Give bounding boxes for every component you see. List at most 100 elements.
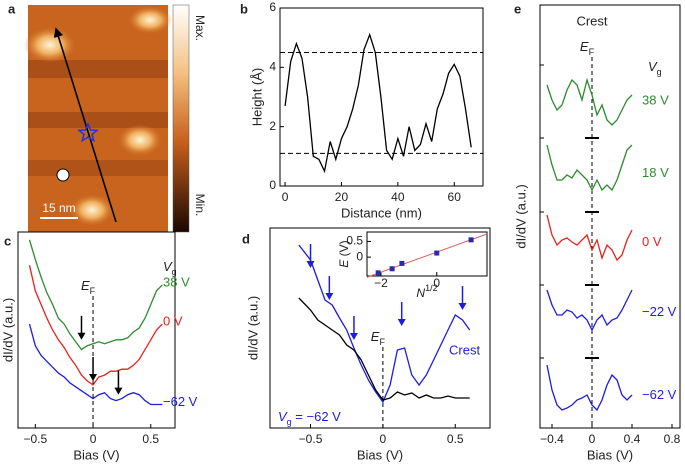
- fermi-label: EF: [81, 278, 96, 296]
- y-axis-label-part: (V): [337, 240, 351, 259]
- series-label: −22 V: [642, 304, 677, 319]
- arrow-head: [114, 387, 123, 395]
- arrow-head: [77, 332, 86, 340]
- series-label: −62 V: [163, 394, 198, 409]
- y-tick-label: 6: [269, 0, 276, 14]
- axes-frame: [269, 227, 491, 429]
- x-tick-label: 0.8: [664, 432, 681, 446]
- arrow-head: [306, 261, 315, 268]
- spectrum-line: [28, 323, 163, 406]
- inset-bg: [367, 232, 487, 276]
- x-tick-label: 0: [589, 432, 596, 446]
- gate-label-part: g: [172, 267, 177, 277]
- spectrum-line: [298, 244, 471, 404]
- arrow-head: [89, 373, 98, 381]
- panel-letter: c: [4, 233, 11, 248]
- spectrum-line: [546, 364, 633, 412]
- x-axis-label: Bias (V): [357, 447, 403, 462]
- fermi-label-part: E: [580, 39, 589, 54]
- x-axis-label: Bias (V): [73, 447, 119, 462]
- x-tick-label: 0.4: [624, 432, 641, 446]
- scatter-point: [389, 266, 395, 272]
- spectrum-line: [546, 289, 633, 332]
- x-axis-label-part: N: [416, 286, 425, 300]
- y-tick-label: 2: [269, 119, 276, 133]
- y-tick-label: 4: [269, 60, 276, 74]
- series-label: 38 V: [642, 93, 669, 108]
- x-tick-label: 20: [335, 190, 349, 204]
- gate-label-part: g: [657, 67, 662, 77]
- fit-line: [366, 233, 488, 278]
- fermi-label: EF: [580, 39, 595, 57]
- gate-label-part: = −62 V: [292, 409, 341, 424]
- series-label: −62 V: [642, 387, 677, 402]
- gate-label-part: g: [287, 417, 292, 427]
- panel-letter: e: [514, 1, 521, 16]
- scale-bar-label: 15 nm: [42, 201, 75, 215]
- y-axis-label: dI/dV (a.u.): [0, 298, 15, 362]
- arrow-head: [397, 319, 406, 326]
- spectrum-line: [546, 144, 633, 192]
- y-tick-label: 0: [356, 249, 363, 263]
- height-profile: [284, 32, 472, 174]
- x-tick-label: 0.5: [447, 432, 464, 446]
- x-tick-label: 0: [282, 190, 289, 204]
- y-tick-label: 0.5: [346, 234, 363, 248]
- arrow-head: [325, 293, 334, 300]
- series-label: 0 V: [163, 314, 183, 329]
- x-tick-label: 0: [90, 432, 97, 446]
- axes-frame: [539, 4, 681, 429]
- stm-image: 15 nm Max. Min.: [24, 4, 207, 233]
- axes-frame: [279, 7, 484, 187]
- x-tick-label: 0: [380, 432, 387, 446]
- gate-label-part: V: [278, 409, 288, 424]
- axes-frame: [366, 231, 488, 277]
- spectrum-line: [546, 77, 633, 126]
- panel-letter: b: [240, 1, 248, 16]
- gate-label: Vg: [648, 59, 662, 77]
- x-tick-label: 40: [391, 190, 405, 204]
- panel-title: Crest: [576, 13, 607, 28]
- y-axis-label: Height (Å): [249, 68, 264, 127]
- x-tick-label: −0.5: [299, 432, 323, 446]
- series-label: 38 V: [163, 274, 190, 289]
- y-axis-label-part: E: [337, 259, 351, 268]
- scatter-point: [468, 237, 474, 243]
- fermi-label-part: E: [371, 329, 380, 344]
- scatter-point: [399, 260, 405, 266]
- y-axis-label: E (V): [337, 240, 351, 267]
- gate-label-part: V: [163, 259, 173, 274]
- y-axis-label: dI/dV (a.u.): [245, 296, 260, 360]
- x-axis-label: N1/2: [416, 283, 437, 300]
- x-tick-label: −0.4: [540, 432, 564, 446]
- panel-letter: d: [242, 231, 250, 246]
- fermi-label: EF: [371, 329, 386, 347]
- scatter-point: [375, 270, 381, 276]
- x-axis-label: Distance (nm): [341, 205, 422, 220]
- spectrum-line: [28, 265, 163, 386]
- fermi-label-part: F: [90, 286, 96, 296]
- x-tick-label: −0.5: [23, 432, 47, 446]
- spectrum-line: [546, 214, 633, 262]
- x-axis-label: Bias (V): [587, 447, 633, 462]
- axes-frame: [17, 231, 176, 429]
- fermi-label-part: F: [589, 47, 595, 57]
- x-tick-label: 0.5: [142, 432, 159, 446]
- fermi-label-part: F: [379, 337, 385, 347]
- curve-label: Crest: [449, 342, 480, 357]
- series-label: 0 V: [642, 234, 662, 249]
- panel-letter: a: [8, 1, 16, 16]
- arrow-head: [349, 333, 358, 340]
- x-axis-label-part: 1/2: [425, 283, 438, 293]
- colorbar-min: Min.: [193, 194, 207, 217]
- gate-label: Vg: [163, 259, 177, 277]
- y-tick-label: 0: [269, 178, 276, 192]
- x-tick-label: 60: [448, 190, 462, 204]
- spectrum-line: [298, 297, 470, 401]
- gate-label: Vg = −62 V: [278, 409, 341, 427]
- arrow-head: [458, 303, 467, 310]
- colorbar-max: Max.: [193, 15, 207, 41]
- spectrum-line: [28, 239, 163, 351]
- fermi-label-part: E: [81, 278, 90, 293]
